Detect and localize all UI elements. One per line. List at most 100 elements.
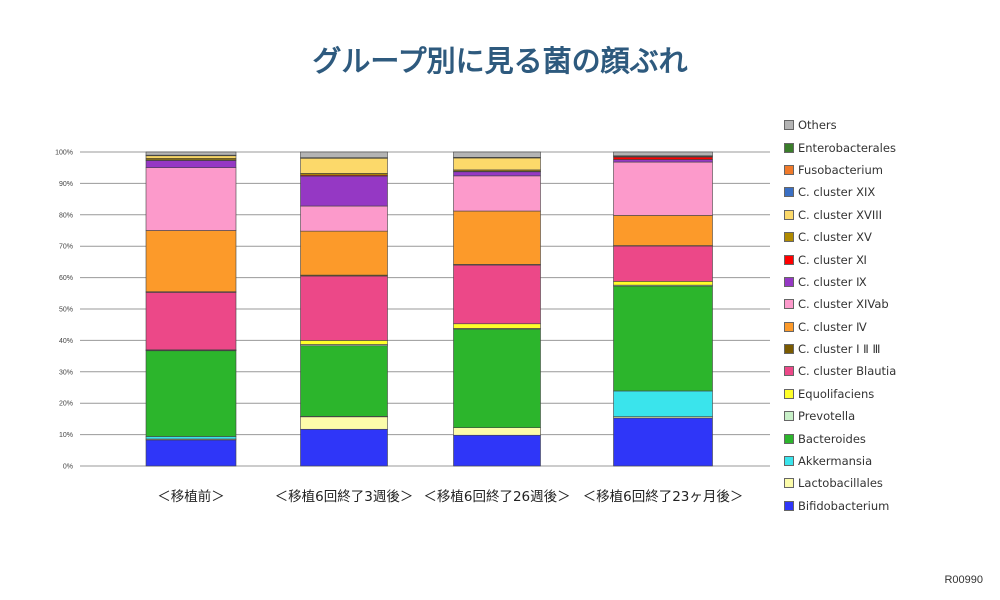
legend-swatch (784, 299, 794, 310)
y-tick-label: 10% (59, 432, 73, 439)
bar-segment-c-cluster- (145, 160, 237, 168)
bar-segment-bifidobacterium (453, 434, 541, 467)
bar-segment-equolifaciens (300, 340, 388, 345)
legend-item: C. cluster XIX (784, 181, 896, 203)
bar-segment-equolifaciens (453, 323, 541, 329)
document-code: R00990 (944, 574, 983, 586)
bar-segment-bacteroides (613, 285, 713, 392)
bar-segment-c-cluster-xviii (300, 157, 388, 174)
x-category-label: ＜移植前＞ (157, 488, 225, 505)
bar-segment-c-cluster- (453, 171, 541, 177)
y-tick-label: 30% (59, 369, 73, 376)
bar-segment-c-cluster- (145, 230, 237, 293)
legend-swatch (784, 344, 794, 355)
legend-swatch (784, 209, 794, 220)
legend-label: C. cluster Ⅸ (798, 274, 867, 289)
bar-segment-c-cluster- (300, 175, 388, 207)
bar-segment-c-cluster- (613, 156, 713, 160)
bar-segment-bifidobacterium (145, 439, 237, 467)
bar-segment-akkermansia (613, 390, 713, 418)
bar-segment-c-cluster-xivab (613, 161, 713, 216)
y-tick-label: 40% (59, 338, 73, 345)
legend-item: C. cluster XVIII (784, 204, 896, 226)
bar-segment-bacteroides (300, 345, 388, 417)
legend-swatch (784, 142, 794, 153)
x-category-label: ＜移植6回終了23ヶ月後＞ (583, 489, 744, 505)
legend-label: C. cluster Ⅰ Ⅱ Ⅲ (798, 342, 881, 357)
bar-segment-c-cluster-xivab (145, 167, 237, 231)
bar-segment-c-cluster- (300, 230, 388, 276)
legend-item: Others (784, 114, 896, 136)
bar-segment-c-cluster- (453, 210, 541, 265)
legend-label: Bifidobacterium (798, 498, 890, 513)
legend-swatch (784, 276, 794, 287)
bar-segment-bifidobacterium (613, 417, 713, 467)
legend: Others Enterobacterales Fusobacterium C. cl… (784, 114, 896, 517)
legend-swatch (784, 366, 794, 377)
bar-segment-c-cluster- (613, 215, 713, 246)
bar-segment-c-cluster- (613, 159, 713, 163)
legend-label: Enterobacterales (798, 140, 896, 155)
bar-segment-c-cluster-xviii (145, 155, 237, 159)
legend-swatch (784, 500, 794, 511)
legend-item: C. cluster Ⅰ Ⅱ Ⅲ (784, 338, 896, 360)
bar-segment-lactobacillales (300, 416, 388, 430)
legend-item: C. cluster Ⅺ (784, 248, 896, 270)
bar-segment-akkermansia (145, 436, 237, 440)
bar-segment-others (300, 151, 388, 158)
y-tick-label: 80% (59, 212, 73, 219)
legend-label: C. cluster Blautia (798, 364, 897, 379)
legend-label: C. cluster XIX (798, 185, 876, 200)
legend-item: Enterobacterales (784, 136, 896, 158)
legend-label: C. cluster XVIII (798, 207, 883, 222)
legend-label: Prevotella (798, 409, 856, 424)
bar-segment-c-cluster-xivab (453, 175, 541, 212)
legend-swatch (784, 254, 794, 265)
legend-label: Akkermansia (798, 454, 873, 469)
legend-swatch (784, 411, 794, 422)
legend-swatch (784, 164, 794, 175)
y-tick-label: 50% (59, 307, 73, 314)
bar-segment-bacteroides (145, 350, 237, 437)
bar-segment-others (453, 151, 541, 158)
legend-label: C. cluster Ⅺ (798, 252, 867, 267)
legend-label: C. cluster Ⅳ (798, 319, 867, 334)
legend-label: Bacteroides (798, 431, 866, 446)
legend-label: Fusobacterium (798, 162, 883, 177)
legend-swatch (784, 456, 794, 467)
y-tick-label: 60% (59, 275, 73, 282)
bar-segment-lactobacillales (453, 427, 541, 436)
legend-swatch (784, 187, 794, 198)
bar-segment-c-cluster-blautia (300, 275, 388, 341)
y-tick-label: 90% (59, 181, 73, 188)
legend-swatch (784, 388, 794, 399)
legend-swatch (784, 232, 794, 243)
legend-swatch (784, 433, 794, 444)
legend-item: C. cluster Ⅳ (784, 316, 896, 338)
bar-segment-others (613, 151, 713, 157)
y-tick-label: 0% (63, 464, 73, 471)
bar-segment-bacteroides (453, 328, 541, 428)
legend-label: C. cluster XIVab (798, 297, 889, 312)
legend-item: Akkermansia (784, 450, 896, 472)
legend-item: Equolifaciens (784, 383, 896, 405)
legend-item: Fusobacterium (784, 159, 896, 181)
legend-item: C. cluster Ⅸ (784, 271, 896, 293)
legend-swatch (784, 478, 794, 489)
x-category-label: ＜移植6回終了3週後＞ (275, 489, 414, 505)
bar-segment-c-cluster-blautia (145, 292, 237, 351)
y-tick-label: 70% (59, 244, 73, 251)
bar-segment-bifidobacterium (300, 428, 388, 467)
legend-item: Prevotella (784, 405, 896, 427)
legend-item: C. cluster XV (784, 226, 896, 248)
legend-item: Bifidobacterium (784, 495, 896, 517)
bar-segment-c-cluster-xviii (453, 157, 541, 171)
bar-segment-c-cluster-xivab (300, 205, 388, 232)
legend-item: C. cluster Blautia (784, 360, 896, 382)
y-tick-label: 20% (59, 401, 73, 408)
legend-item: Lactobacillales (784, 472, 896, 494)
legend-label: Lactobacillales (798, 476, 883, 491)
legend-swatch (784, 321, 794, 332)
legend-label: Others (798, 118, 837, 133)
